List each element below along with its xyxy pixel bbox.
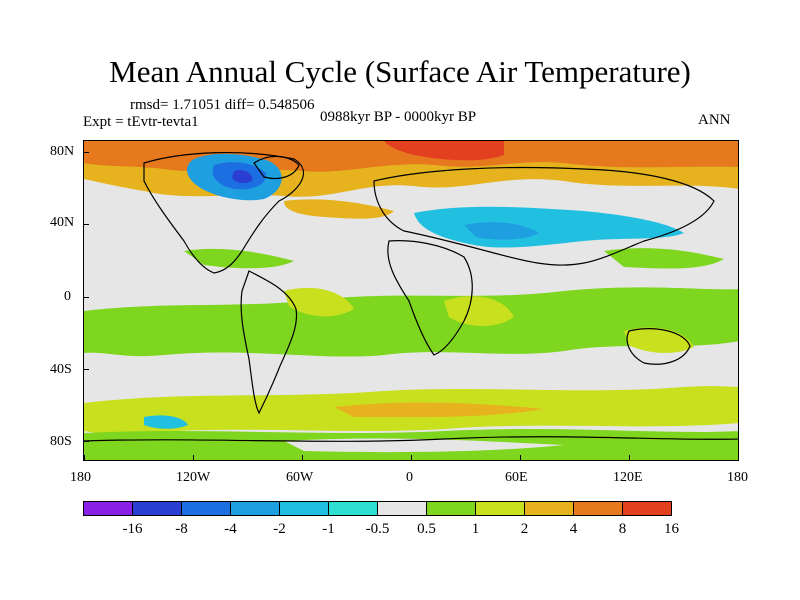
colorbar-label: 0.5 — [417, 521, 436, 537]
colorbar-label: -2 — [273, 521, 286, 537]
lon-tick-mark — [84, 455, 85, 461]
lat-tick-mark — [83, 224, 89, 225]
colorbar — [83, 501, 672, 516]
lon-tick-label: 60W — [286, 470, 314, 485]
lon-tick-mark — [520, 455, 521, 461]
lon-tick-mark — [629, 455, 630, 461]
map-field — [84, 141, 738, 460]
lat-tick-mark — [83, 152, 89, 153]
colorbar-swatch — [83, 501, 133, 516]
lon-tick-label: 120W — [176, 470, 211, 485]
colorbar-label: 16 — [664, 521, 679, 537]
stats-text: rmsd= 1.71051 diff= 0.548506 — [130, 97, 315, 113]
lon-tick-label: 180 — [70, 470, 91, 485]
lat-tick-label: 80N — [50, 144, 75, 159]
lon-tick-mark — [411, 455, 412, 461]
temperature-anomaly-map — [83, 140, 739, 461]
lon-tick-mark — [193, 455, 194, 461]
season-label: ANN — [698, 112, 731, 128]
lon-tick-mark — [738, 455, 739, 461]
chart-title: Mean Annual Cycle (Surface Air Temperatu… — [109, 54, 691, 89]
lon-tick-mark — [302, 455, 303, 461]
period-label: 0988kyr BP - 0000kyr BP — [320, 109, 477, 125]
colorbar-swatch — [426, 501, 476, 516]
colorbar-label: -16 — [122, 521, 143, 537]
lon-tick-label: 180 — [727, 470, 748, 485]
colorbar-label: 2 — [520, 521, 529, 537]
lat-tick-label: 40S — [50, 362, 72, 377]
colorbar-label: 4 — [569, 521, 578, 537]
colorbar-swatch — [377, 501, 427, 516]
lon-tick-label: 60E — [505, 470, 528, 485]
lat-tick-label: 0 — [64, 289, 71, 304]
colorbar-label: -4 — [224, 521, 237, 537]
colorbar-swatch — [132, 501, 182, 516]
lat-tick-mark — [83, 441, 89, 442]
experiment-label: Expt = tEvtr-tevta1 — [83, 114, 199, 130]
colorbar-label: -1 — [322, 521, 335, 537]
colorbar-swatch — [622, 501, 672, 516]
colorbar-label: 1 — [471, 521, 480, 537]
lon-tick-label: 120E — [613, 470, 643, 485]
lon-tick-label: 0 — [406, 470, 413, 485]
colorbar-label: -0.5 — [365, 521, 390, 537]
colorbar-swatch — [279, 501, 329, 516]
colorbar-swatch — [230, 501, 280, 516]
colorbar-label: 8 — [618, 521, 627, 537]
colorbar-swatch — [573, 501, 623, 516]
colorbar-swatch — [524, 501, 574, 516]
lat-tick-mark — [83, 297, 89, 298]
colorbar-swatch — [328, 501, 378, 516]
lat-tick-label: 40N — [50, 215, 75, 230]
colorbar-swatch — [181, 501, 231, 516]
lat-tick-label: 80S — [50, 434, 72, 449]
colorbar-label: -8 — [175, 521, 188, 537]
lat-tick-mark — [83, 369, 89, 370]
colorbar-swatch — [475, 501, 525, 516]
